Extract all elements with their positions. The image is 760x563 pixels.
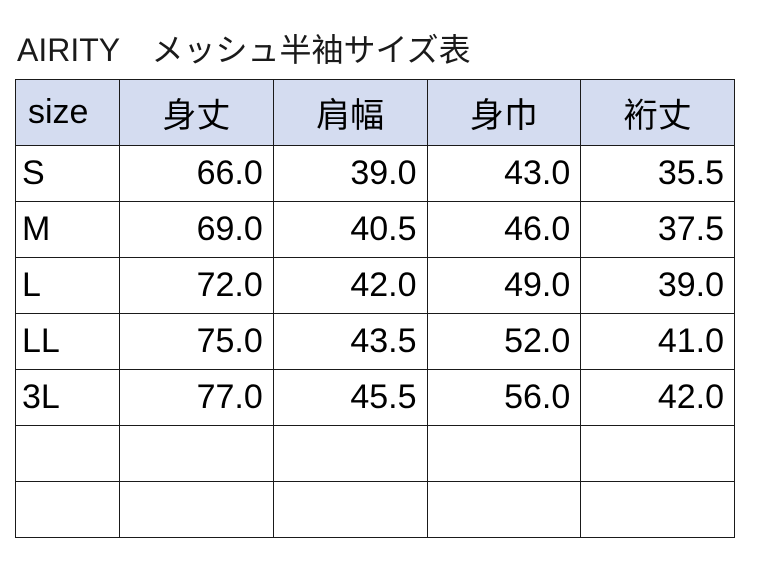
size-table: size 身丈 肩幅 身巾 裄丈 S 66.0 39.0 43.0 35.5 M…: [15, 79, 735, 538]
table-row: L 72.0 42.0 49.0 39.0: [16, 258, 735, 314]
value-cell: 41.0: [581, 314, 735, 370]
value-cell: 46.0: [427, 202, 581, 258]
value-cell: 77.0: [120, 370, 274, 426]
value-cell: 45.5: [273, 370, 427, 426]
value-cell: 43.5: [273, 314, 427, 370]
table-header-row: size 身丈 肩幅 身巾 裄丈: [16, 80, 735, 146]
size-cell: M: [16, 202, 120, 258]
table-row-empty: [16, 426, 735, 482]
empty-cell: [16, 482, 120, 538]
value-cell: 42.0: [273, 258, 427, 314]
value-cell: 72.0: [120, 258, 274, 314]
table-row: M 69.0 40.5 46.0 37.5: [16, 202, 735, 258]
value-cell: 37.5: [581, 202, 735, 258]
value-cell: 52.0: [427, 314, 581, 370]
table-row: 3L 77.0 45.5 56.0 42.0: [16, 370, 735, 426]
col-header-shoulder: 肩幅: [273, 80, 427, 146]
value-cell: 43.0: [427, 146, 581, 202]
value-cell: 42.0: [581, 370, 735, 426]
table-row: S 66.0 39.0 43.0 35.5: [16, 146, 735, 202]
size-cell: 3L: [16, 370, 120, 426]
value-cell: 39.0: [273, 146, 427, 202]
value-cell: 35.5: [581, 146, 735, 202]
value-cell: 66.0: [120, 146, 274, 202]
table-row-empty: [16, 482, 735, 538]
empty-cell: [581, 426, 735, 482]
value-cell: 75.0: [120, 314, 274, 370]
table-body: S 66.0 39.0 43.0 35.5 M 69.0 40.5 46.0 3…: [16, 146, 735, 538]
empty-cell: [581, 482, 735, 538]
col-header-size: size: [16, 80, 120, 146]
size-cell: L: [16, 258, 120, 314]
col-header-sleeve: 裄丈: [581, 80, 735, 146]
value-cell: 40.5: [273, 202, 427, 258]
col-header-width: 身巾: [427, 80, 581, 146]
size-cell: LL: [16, 314, 120, 370]
empty-cell: [120, 482, 274, 538]
empty-cell: [427, 482, 581, 538]
value-cell: 56.0: [427, 370, 581, 426]
empty-cell: [120, 426, 274, 482]
col-header-length: 身丈: [120, 80, 274, 146]
value-cell: 49.0: [427, 258, 581, 314]
empty-cell: [427, 426, 581, 482]
value-cell: 69.0: [120, 202, 274, 258]
size-cell: S: [16, 146, 120, 202]
table-row: LL 75.0 43.5 52.0 41.0: [16, 314, 735, 370]
value-cell: 39.0: [581, 258, 735, 314]
page-title: AIRITY メッシュ半袖サイズ表: [15, 25, 745, 71]
empty-cell: [16, 426, 120, 482]
empty-cell: [273, 426, 427, 482]
empty-cell: [273, 482, 427, 538]
